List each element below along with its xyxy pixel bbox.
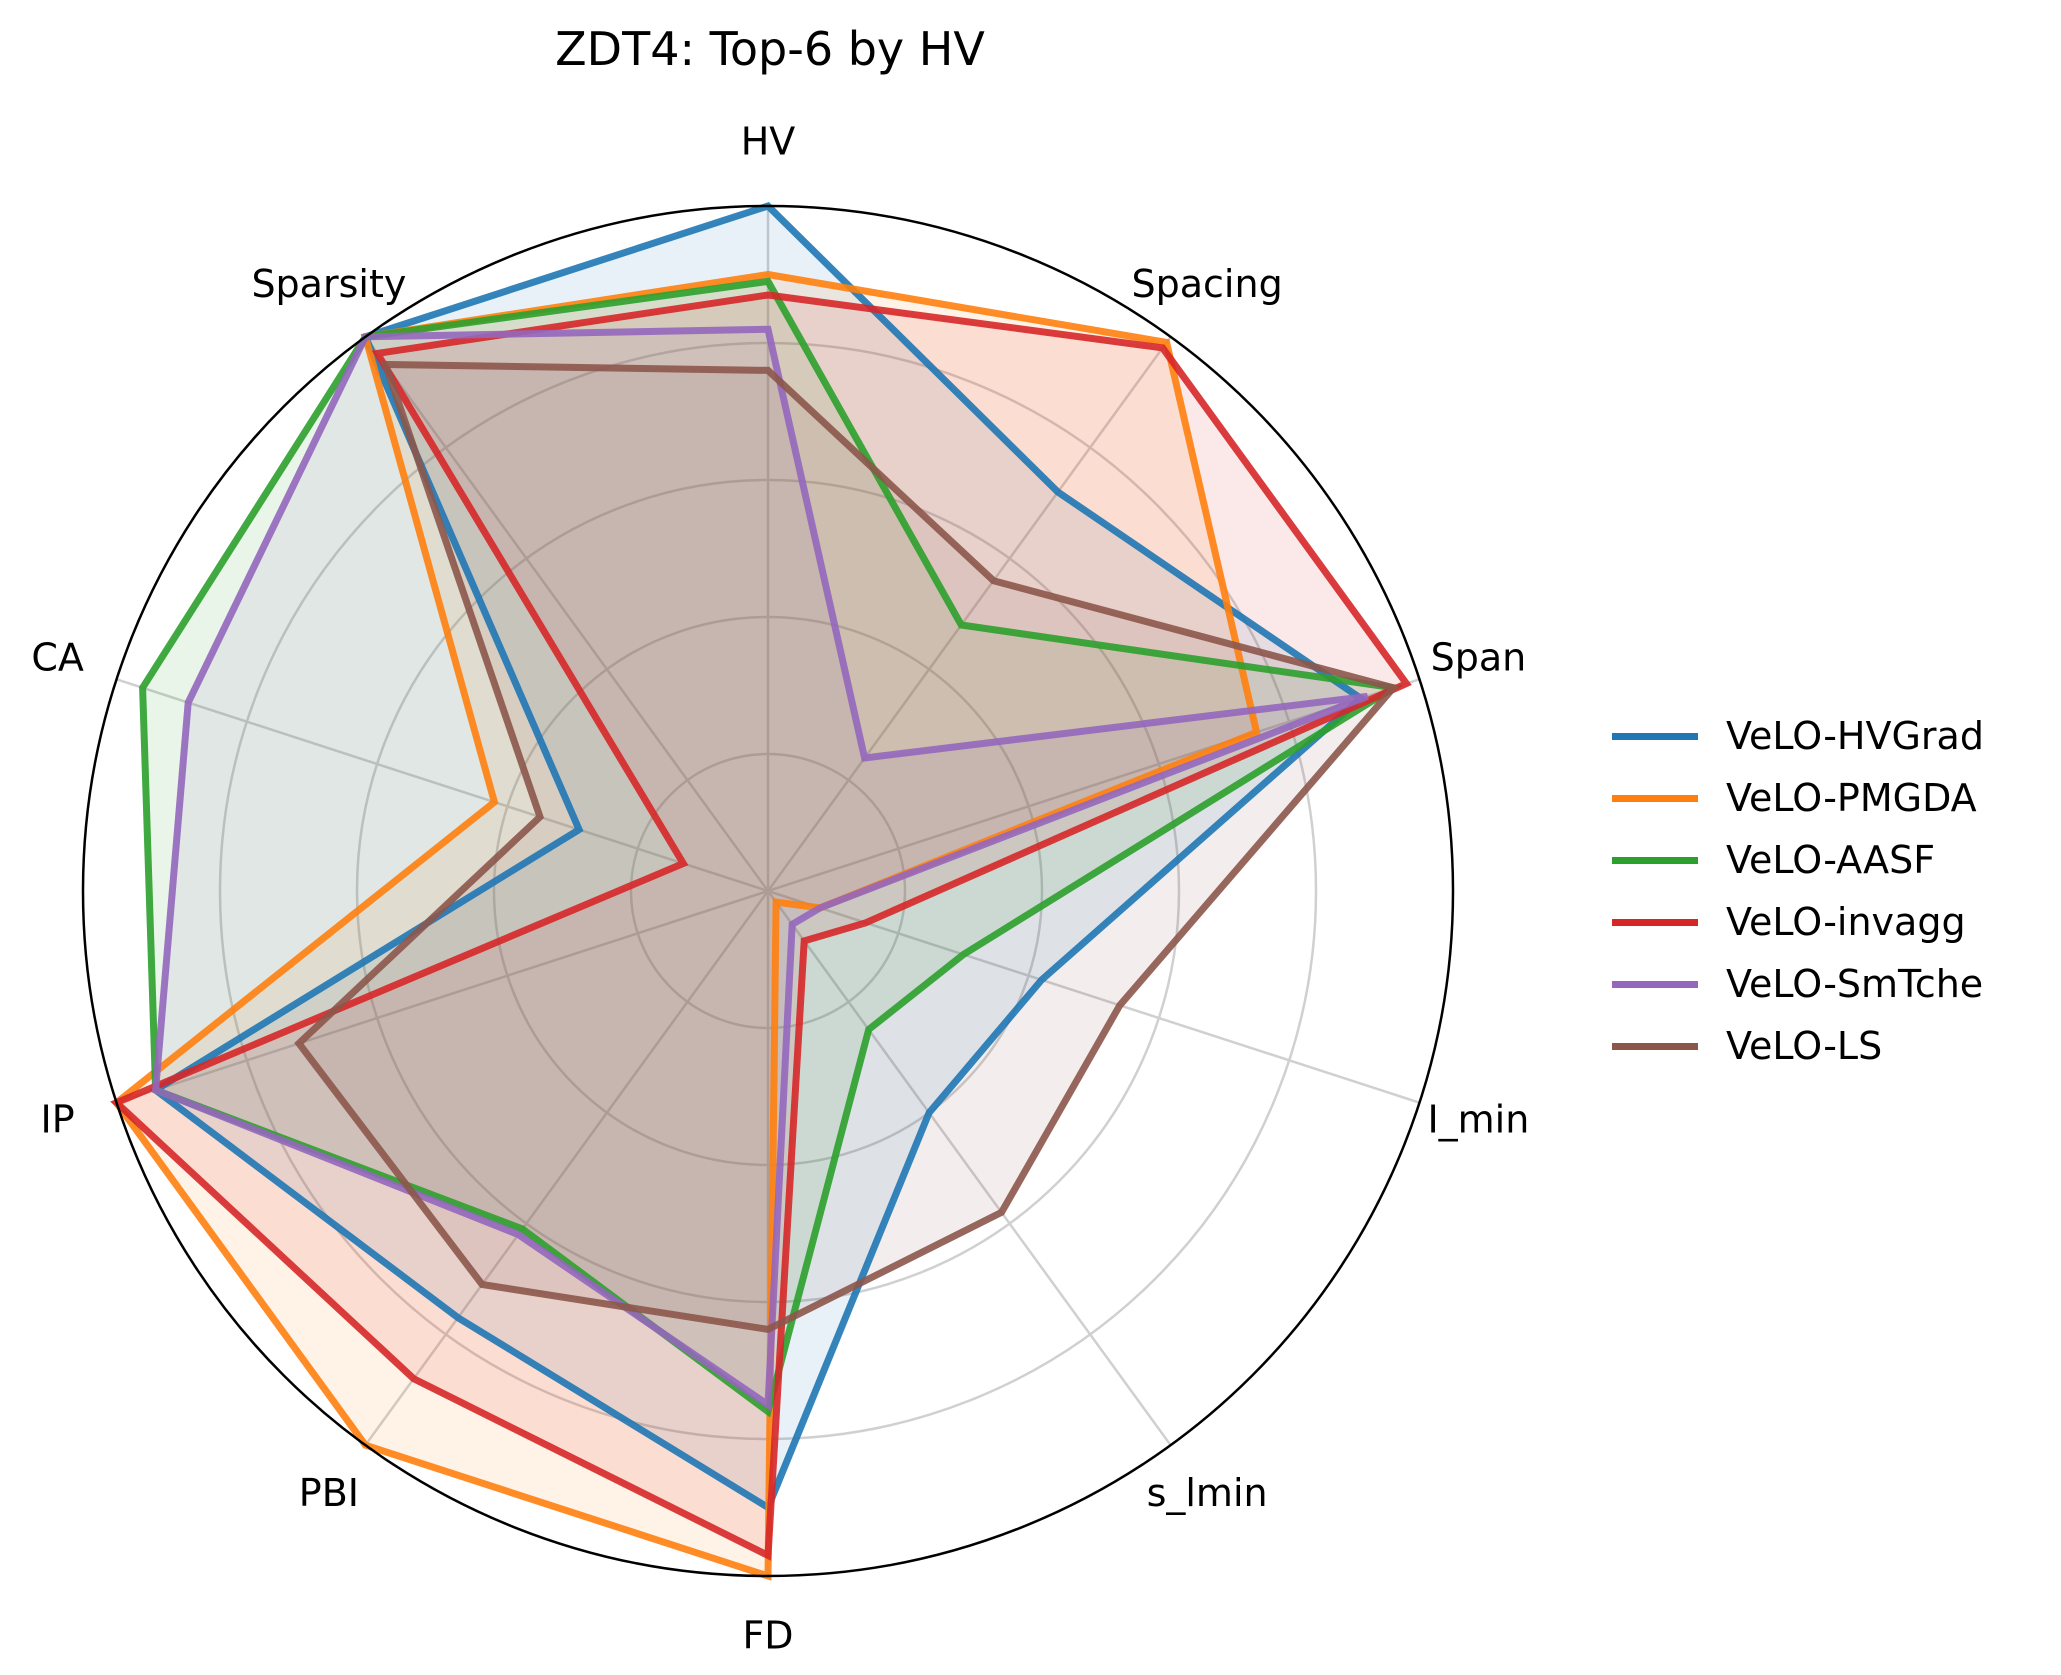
series-fill-3 bbox=[116, 295, 1407, 1556]
legend-item: VeLO-invagg bbox=[1612, 891, 1984, 953]
grid-spoke bbox=[766, 336, 1172, 892]
legend-item: VeLO-LS bbox=[1612, 1015, 1984, 1077]
legend-swatch bbox=[1612, 856, 1698, 864]
legend-item: VeLO-PMGDA bbox=[1612, 767, 1984, 829]
legend-item: VeLO-AASF bbox=[1612, 829, 1984, 891]
series-line-4 bbox=[151, 325, 1369, 1412]
axis-label: s_lmin bbox=[1147, 1471, 1268, 1515]
grid-spoke bbox=[116, 678, 769, 893]
legend-swatch bbox=[1612, 918, 1698, 926]
axis-label: CA bbox=[31, 636, 84, 680]
series-fill-1 bbox=[116, 274, 1257, 1576]
axis-label: HV bbox=[741, 120, 796, 164]
axis-label: IP bbox=[41, 1097, 75, 1141]
legend: VeLO-HVGrad VeLO-PMGDA VeLO-AASF VeLO-invag… bbox=[1612, 705, 1984, 1077]
series-lines bbox=[81, 202, 1455, 1581]
legend-label: VeLO-PMGDA bbox=[1726, 776, 1977, 820]
legend-swatch bbox=[1612, 980, 1698, 988]
series-fill-4 bbox=[155, 329, 1368, 1405]
legend-item: VeLO-HVGrad bbox=[1612, 705, 1984, 767]
series-line-2 bbox=[139, 277, 1404, 1418]
radar-chart: HV Spacing Span I_min s_lmin FD PBI IP CA Sparsit… bbox=[31, 120, 1529, 1658]
series-fill-5 bbox=[298, 364, 1394, 1330]
axis-label: FD bbox=[742, 1614, 793, 1658]
legend-swatch bbox=[1612, 794, 1698, 802]
legend-label: VeLO-LS bbox=[1726, 1024, 1883, 1068]
grid-spoke bbox=[767, 889, 1420, 1104]
grid-spoke bbox=[116, 889, 769, 1104]
axis-label: Spacing bbox=[1132, 262, 1283, 306]
series-line-5 bbox=[294, 360, 1400, 1334]
axis-labels: HV Spacing Span I_min s_lmin FD PBI IP CA Sparsit… bbox=[31, 120, 1529, 1658]
legend-label: VeLO-SmTche bbox=[1726, 962, 1984, 1006]
legend-item: VeLO-SmTche bbox=[1612, 953, 1984, 1015]
series-fill-0 bbox=[155, 206, 1361, 1508]
axis-label: Sparsity bbox=[251, 262, 406, 306]
legend-swatch bbox=[1612, 1042, 1698, 1050]
grid-spoke bbox=[364, 890, 770, 1446]
grid-spoke bbox=[766, 890, 1172, 1446]
legend-swatch bbox=[1612, 732, 1698, 740]
legend-label: VeLO-AASF bbox=[1726, 838, 1936, 882]
outer-ring bbox=[81, 204, 1455, 1578]
series-line-3 bbox=[110, 291, 1412, 1561]
axis-label: I_min bbox=[1427, 1097, 1529, 1141]
legend-label: VeLO-HVGrad bbox=[1726, 714, 1984, 758]
axis-label: Span bbox=[1431, 636, 1527, 680]
grid-spoke bbox=[364, 336, 770, 892]
chart-title: ZDT4: Top-6 by HV bbox=[555, 22, 985, 76]
legend-label: VeLO-invagg bbox=[1726, 900, 1966, 944]
axis-label: PBI bbox=[299, 1471, 359, 1515]
